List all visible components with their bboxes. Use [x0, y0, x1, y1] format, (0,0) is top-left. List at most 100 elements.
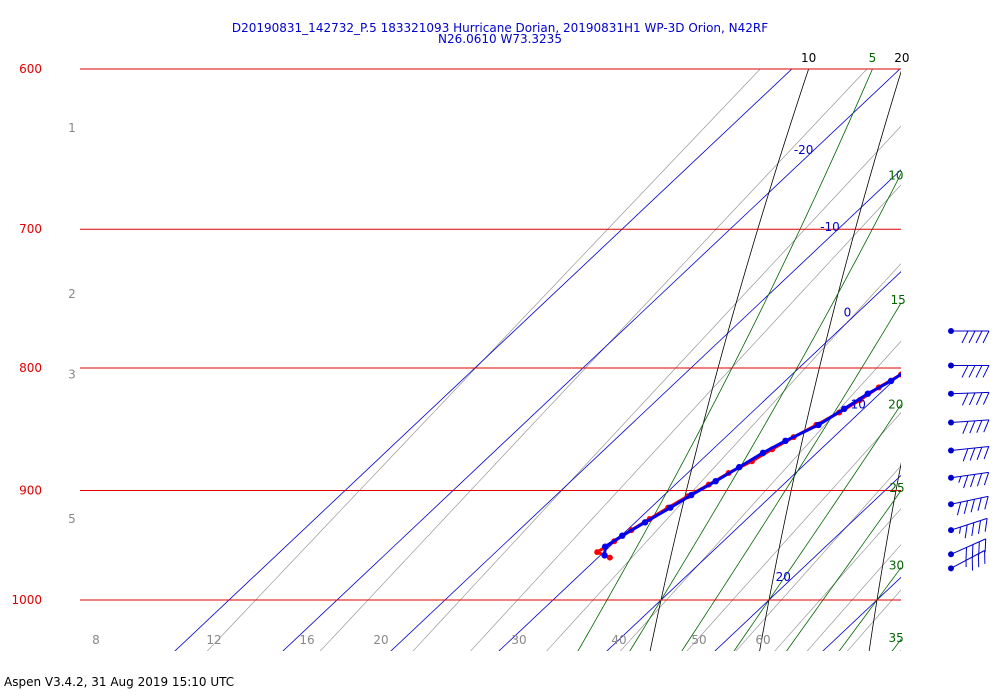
wind-barb-flag	[968, 330, 976, 344]
height-tick-label: 3	[68, 368, 76, 382]
dewpoint-trace-point	[619, 532, 626, 539]
wind-barb-flag	[971, 544, 974, 558]
mixing-ratio-line	[959, 37, 1000, 671]
wind-barb-flag	[970, 474, 976, 488]
temperature-trace-point	[919, 359, 925, 365]
wind-barb	[948, 538, 987, 561]
mixing-ratio-line	[924, 37, 1000, 671]
wind-barb-flag	[961, 392, 969, 406]
temperature-trace-line	[595, 372, 901, 559]
wind-barb-staff	[950, 445, 989, 451]
mixing-ratio-line	[774, 508, 901, 651]
wind-barb-flag	[978, 541, 980, 556]
dewpoint-trace-point	[973, 322, 979, 328]
wind-barb-flag	[983, 472, 990, 486]
wind-barb-flag	[968, 392, 976, 406]
wind-barb-flag	[984, 518, 988, 532]
isotherm-line	[909, 37, 1000, 671]
dewpoint-trace-point	[601, 552, 608, 559]
wind-barb-flag	[984, 496, 989, 510]
isotherm-label: 20	[776, 570, 791, 584]
footer-text: Aspen V3.4.2, 31 Aug 2019 15:10 UTC	[4, 675, 235, 689]
wind-barb-flag	[969, 447, 976, 461]
wind-barb-staff	[950, 471, 989, 479]
dewpoint-trace-point	[688, 491, 695, 499]
wind-barb-half-flag	[958, 476, 962, 483]
wind-barb-half-flag	[959, 526, 962, 534]
dewpoint-trace-point	[782, 437, 789, 445]
wind-barb-flag	[961, 330, 969, 344]
moist-adiabat-line	[786, 489, 901, 651]
dry-adiabat-lines	[649, 69, 901, 651]
dewpoint-trace-point	[950, 336, 956, 342]
moist-adiabat-line	[733, 403, 901, 651]
moist-adiabat-label: 25	[889, 481, 904, 495]
wind-barb	[948, 495, 989, 516]
wind-barb-staff	[950, 419, 989, 423]
isotherm-lines	[174, 37, 1000, 671]
wind-barb-flag	[977, 520, 981, 534]
wind-barb-flag	[977, 497, 982, 511]
chart-title: D20190831_142732_P.5 183321093 Hurricane…	[231, 21, 769, 35]
pressure-tick-label: 600	[19, 62, 42, 76]
pressure-tick-label: 900	[19, 483, 42, 497]
isobar-lines	[80, 68, 901, 601]
mixing-ratio-line	[319, 69, 868, 651]
temperature-trace-point	[606, 554, 613, 561]
wind-barb	[948, 550, 986, 572]
wind-barb	[948, 517, 988, 539]
wind-barb-flag	[970, 499, 975, 513]
mixing-ratio-tick-label: 8	[92, 633, 100, 647]
wind-barb-flag	[971, 522, 975, 537]
wind-barb-flag	[965, 547, 968, 561]
moist-adiabat-label: 35	[889, 631, 904, 645]
mixing-ratio-line	[899, 649, 901, 651]
sounding-traces	[594, 322, 979, 561]
dewpoint-trace-point	[907, 365, 913, 371]
isotherm-line	[498, 271, 901, 651]
moist-adiabat-label: 5	[869, 51, 877, 65]
wind-barb-staff	[950, 391, 989, 395]
isotherm-line	[714, 474, 901, 651]
mixing-ratio-lines	[206, 37, 1000, 671]
wind-barb-flag	[976, 473, 983, 487]
moist-adiabat-label: 30	[889, 559, 904, 573]
mixing-ratio-tick-label: 20	[373, 633, 388, 647]
moist-adiabat-line	[681, 302, 901, 651]
height-tick-label: 5	[68, 512, 76, 526]
dewpoint-trace-line	[603, 372, 901, 556]
dewpoint-trace-point	[736, 463, 743, 471]
moist-adiabat-label: 15	[890, 293, 905, 307]
wind-barb-flag	[968, 365, 976, 378]
wind-barb-flag	[963, 500, 969, 514]
dry-adiabat-label: 10	[801, 51, 816, 65]
mixing-ratio-line	[546, 263, 901, 651]
dewpoint-trace-point	[759, 449, 767, 457]
temperature-trace-point	[939, 345, 945, 351]
isotherm-line	[606, 373, 901, 651]
pressure-tick-label: 800	[19, 361, 42, 375]
chart-subtitle: N26.0610 W73.3235	[438, 32, 562, 46]
dry-adiabat-label: 20	[894, 51, 909, 65]
mixing-ratio-tick-label: 16	[299, 633, 314, 647]
mixing-ratio-line	[735, 465, 901, 651]
dewpoint-trace-point	[815, 421, 822, 429]
mixing-ratio-line	[619, 340, 901, 651]
mixing-ratio-tick-label: 12	[206, 633, 221, 647]
wind-barb-flag	[961, 365, 969, 378]
wind-barb-flag	[975, 330, 983, 344]
wind-barb-flag	[982, 330, 990, 344]
wind-barb-staff	[950, 517, 988, 531]
mixing-ratio-line	[470, 184, 901, 651]
dewpoint-trace-point	[712, 477, 719, 485]
dry-adiabat-line	[759, 70, 901, 651]
wind-barb-flag	[983, 419, 990, 433]
dewpoint-trace-point	[924, 352, 930, 358]
wind-barb-flag	[964, 524, 968, 539]
wind-barb-flag	[984, 538, 987, 553]
dewpoint-trace-point	[667, 504, 674, 511]
moist-adiabat-lines	[577, 69, 901, 651]
wind-barb	[948, 445, 990, 462]
isotherm-label: 10	[851, 397, 866, 411]
